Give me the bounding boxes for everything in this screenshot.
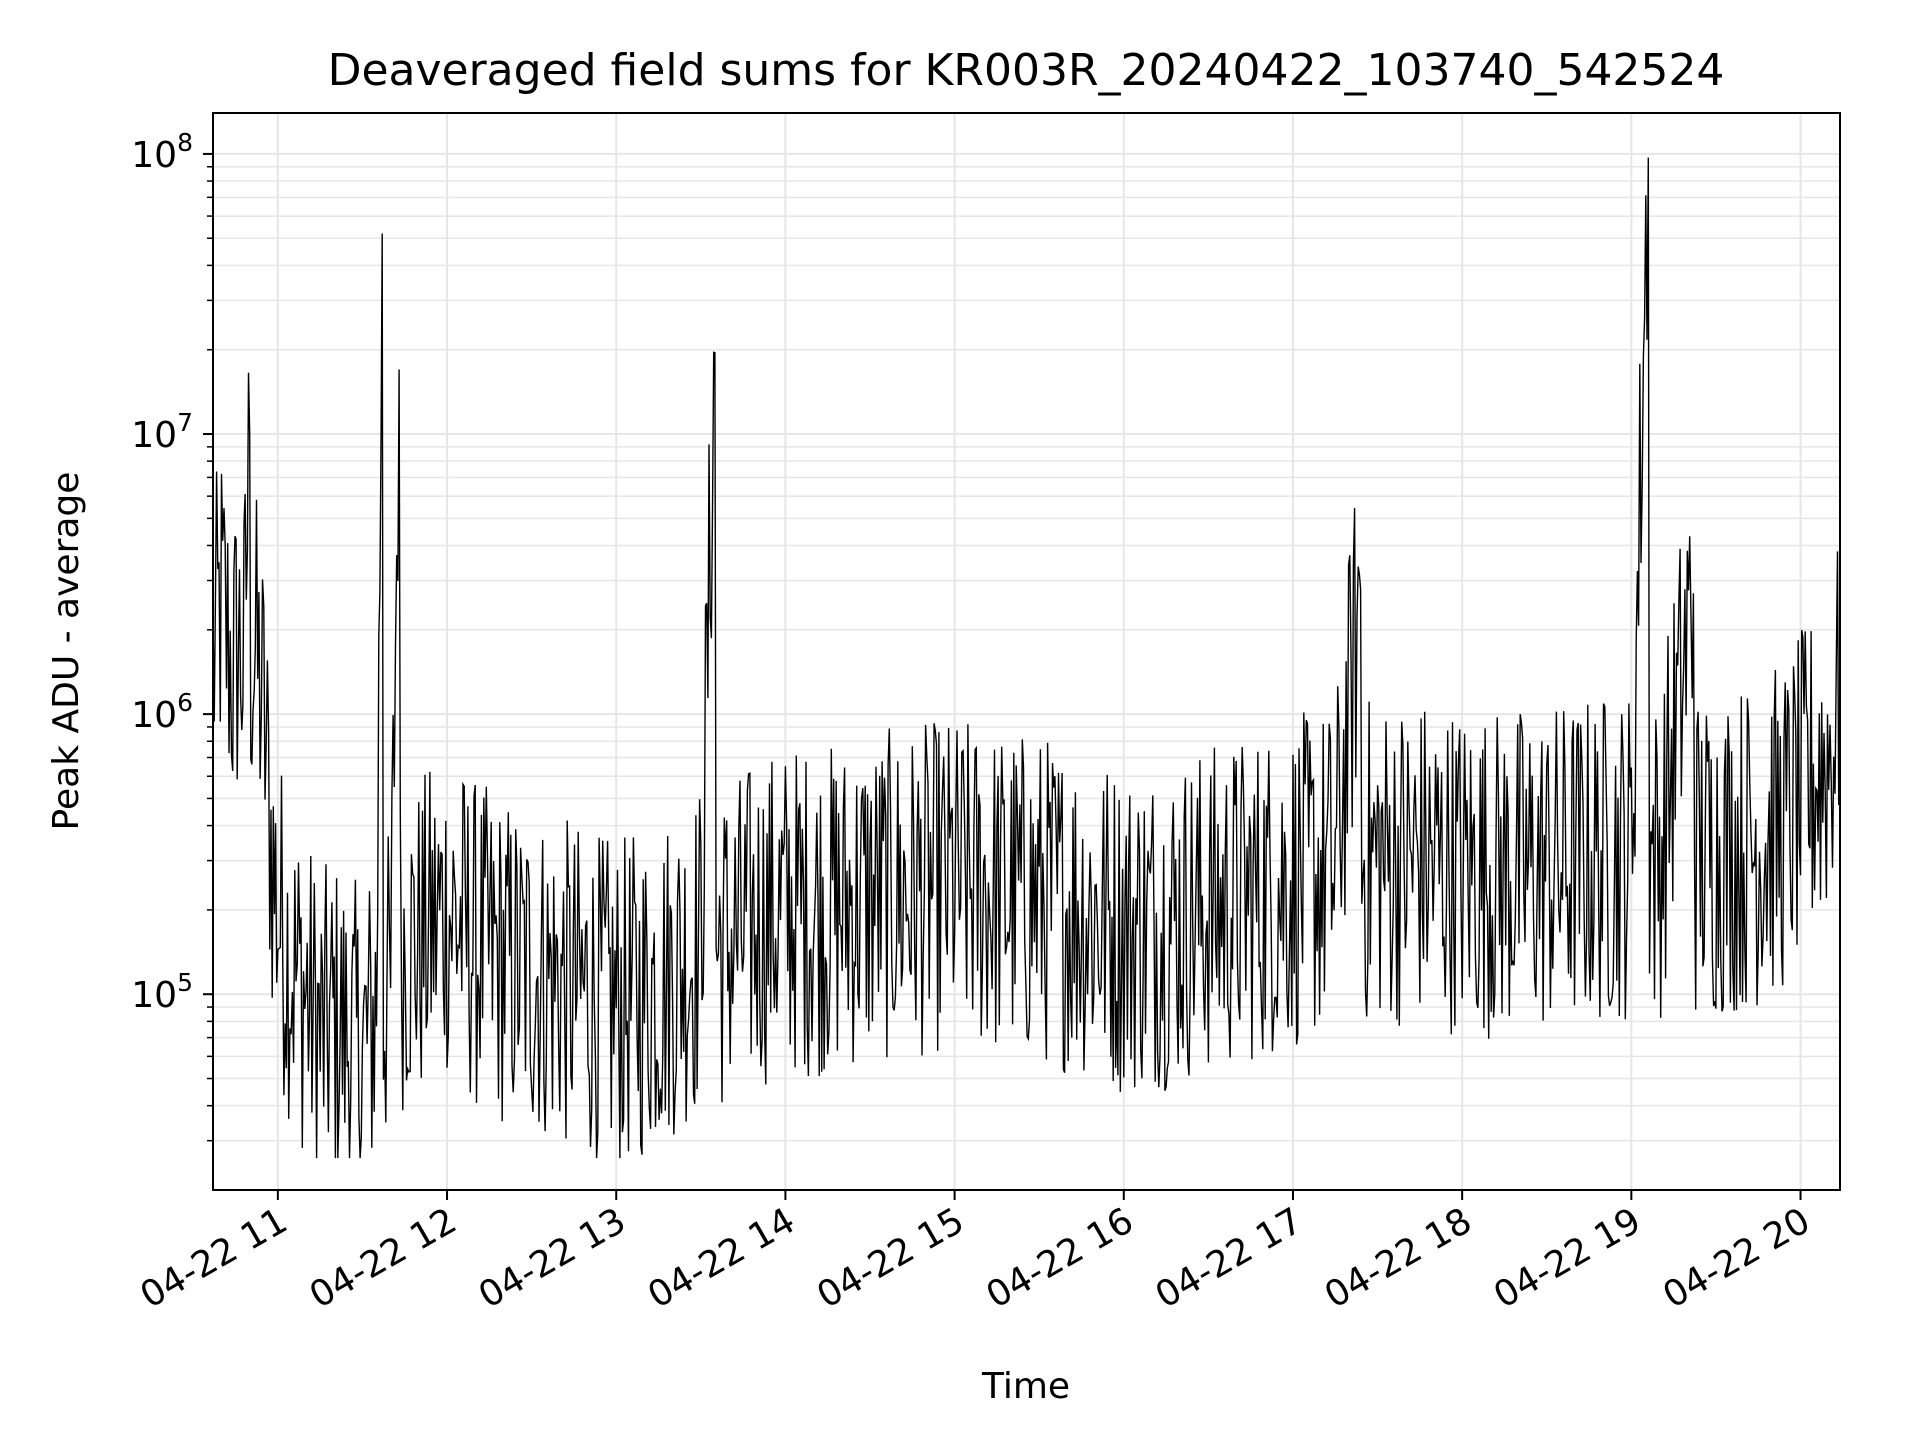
y-tick-label: 108	[131, 128, 193, 176]
chart-title: Deaveraged field sums for KR003R_2024042…	[328, 45, 1725, 96]
y-tick-base: 10	[131, 975, 177, 1016]
y-axis-label: Peak ADU - average	[46, 472, 87, 831]
y-tick-base: 10	[131, 695, 177, 736]
y-tick-label: 106	[131, 688, 193, 736]
x-axis-label: Time	[981, 1366, 1070, 1407]
y-tick-label: 107	[131, 408, 193, 456]
y-tick-label: 105	[131, 968, 193, 1016]
series-layer	[212, 157, 1841, 1159]
y-tick-exponent: 8	[177, 128, 193, 157]
y-tick-base: 10	[131, 135, 177, 176]
plot-frame	[212, 112, 1841, 1191]
y-tick-exponent: 6	[177, 688, 193, 717]
y-tick-exponent: 5	[177, 968, 193, 997]
y-tick-exponent: 7	[177, 408, 193, 437]
y-tick-base: 10	[131, 415, 177, 456]
series-line	[212, 157, 1841, 1159]
